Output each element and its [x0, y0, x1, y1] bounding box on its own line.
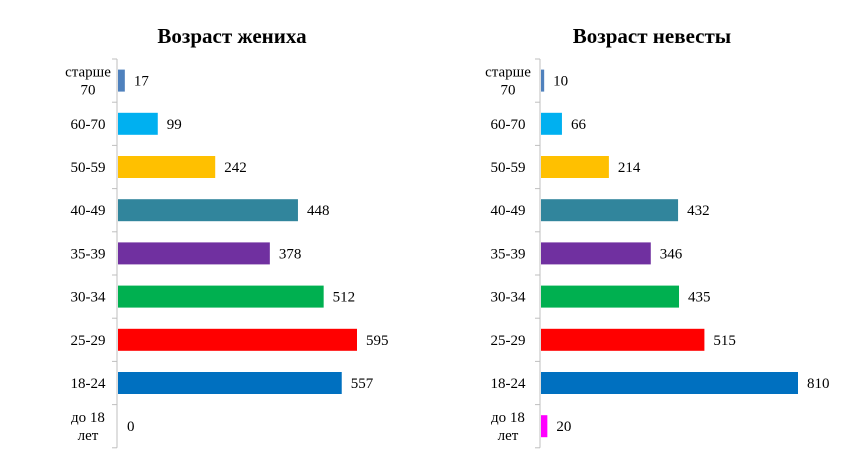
- groom-age-chart: Возраст жениха старше 70 17 60-70 99 50-59 242…: [65, 24, 389, 449]
- category-label: старше 70: [485, 65, 531, 99]
- bar: [118, 242, 270, 265]
- category-label: 40-49: [491, 203, 526, 219]
- bar: [118, 199, 298, 222]
- bar: [541, 69, 545, 92]
- data-label: 346: [660, 246, 683, 262]
- bar: [118, 112, 158, 135]
- category-label: 18-24: [71, 376, 106, 392]
- bar: [541, 199, 679, 222]
- data-label: 17: [134, 74, 150, 90]
- bar: [541, 112, 562, 135]
- data-label: 435: [688, 290, 711, 306]
- bar: [541, 156, 609, 178]
- category-label: 30-34: [491, 290, 526, 306]
- bar: [541, 285, 680, 308]
- bar: [118, 285, 324, 308]
- data-label: 515: [713, 333, 736, 349]
- bar: [541, 415, 548, 438]
- bar: [118, 328, 357, 351]
- category-label: 35-39: [71, 246, 106, 262]
- category-label: 50-59: [71, 160, 106, 176]
- category-label: старше 70: [65, 65, 111, 99]
- data-label: 0: [127, 419, 135, 435]
- data-label: 512: [333, 290, 356, 306]
- data-label: 242: [224, 160, 247, 176]
- category-label: 35-39: [491, 246, 526, 262]
- category-label: 60-70: [71, 117, 106, 133]
- category-label: 60-70: [491, 117, 526, 133]
- chart-title: Возраст жениха: [157, 24, 307, 48]
- data-label: 595: [366, 333, 389, 349]
- bar: [118, 372, 342, 394]
- chart-title: Возраст невесты: [573, 24, 731, 48]
- category-label: 50-59: [491, 160, 526, 176]
- data-label: 810: [807, 376, 830, 392]
- category-label: 18-24: [491, 376, 526, 392]
- bride-age-chart: Возраст невесты старше 70 10 60-70 66 50-59 21…: [485, 24, 830, 449]
- data-label: 10: [553, 74, 568, 90]
- bar: [118, 156, 216, 178]
- category-label: до 18 лет: [71, 410, 105, 444]
- data-label: 66: [571, 117, 587, 133]
- data-label: 557: [351, 376, 374, 392]
- data-label: 99: [167, 117, 182, 133]
- category-label: до 18 лет: [491, 410, 525, 444]
- bar: [541, 328, 705, 351]
- data-label: 378: [279, 246, 302, 262]
- category-label: 25-29: [491, 333, 526, 349]
- bar: [118, 69, 125, 92]
- data-label: 432: [687, 203, 710, 219]
- data-label: 448: [307, 203, 330, 219]
- data-label: 214: [618, 160, 641, 176]
- bar: [541, 242, 651, 265]
- category-label: 40-49: [71, 203, 106, 219]
- data-label: 20: [556, 419, 571, 435]
- category-label: 30-34: [71, 290, 106, 306]
- category-label: 25-29: [71, 333, 106, 349]
- bar: [541, 372, 798, 394]
